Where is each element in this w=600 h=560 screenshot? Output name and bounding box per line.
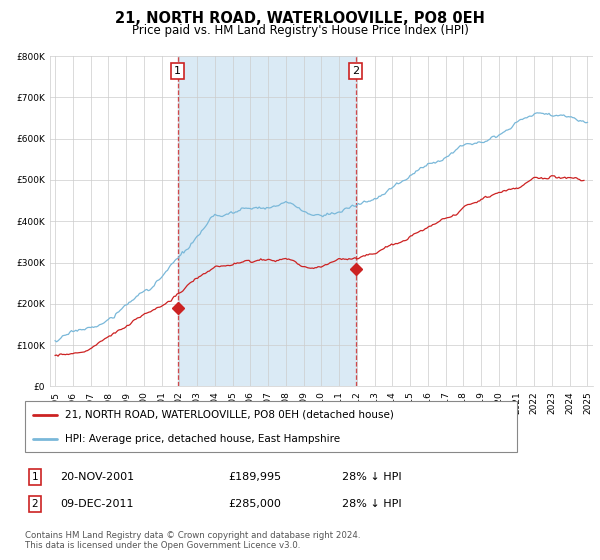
Text: 21, NORTH ROAD, WATERLOOVILLE, PO8 0EH (detached house): 21, NORTH ROAD, WATERLOOVILLE, PO8 0EH (…	[65, 410, 394, 420]
Text: Contains HM Land Registry data © Crown copyright and database right 2024.
This d: Contains HM Land Registry data © Crown c…	[25, 531, 361, 550]
Text: 09-DEC-2011: 09-DEC-2011	[60, 499, 133, 509]
Text: £189,995: £189,995	[228, 472, 281, 482]
Text: 28% ↓ HPI: 28% ↓ HPI	[342, 472, 401, 482]
Text: Price paid vs. HM Land Registry's House Price Index (HPI): Price paid vs. HM Land Registry's House …	[131, 24, 469, 36]
Text: £285,000: £285,000	[228, 499, 281, 509]
FancyBboxPatch shape	[25, 401, 517, 452]
Text: HPI: Average price, detached house, East Hampshire: HPI: Average price, detached house, East…	[65, 433, 340, 444]
Text: 28% ↓ HPI: 28% ↓ HPI	[342, 499, 401, 509]
Text: 1: 1	[174, 66, 181, 76]
Text: 1: 1	[31, 472, 38, 482]
Bar	[178, 56, 356, 386]
Text: 21, NORTH ROAD, WATERLOOVILLE, PO8 0EH: 21, NORTH ROAD, WATERLOOVILLE, PO8 0EH	[115, 11, 485, 26]
Text: 2: 2	[352, 66, 359, 76]
Text: 20-NOV-2001: 20-NOV-2001	[60, 472, 134, 482]
Text: 2: 2	[31, 499, 38, 509]
